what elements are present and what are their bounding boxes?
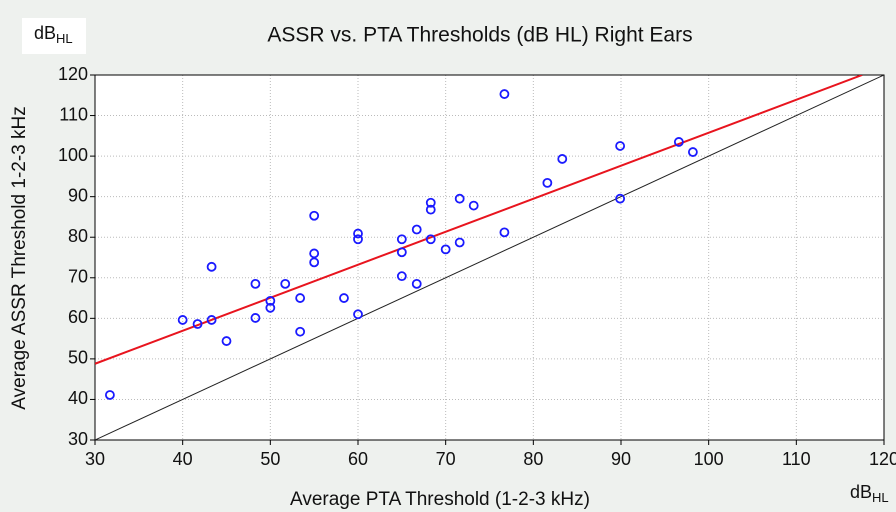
point <box>177 315 188 325</box>
point <box>353 234 363 245</box>
point <box>192 319 203 329</box>
y-unit: dBHL <box>34 23 73 47</box>
point <box>105 390 115 400</box>
y-tick-label: 110 <box>59 104 88 124</box>
unit-sub: HL <box>872 490 889 505</box>
point <box>396 271 407 282</box>
x-tick-label: 120 <box>869 449 896 469</box>
point <box>411 224 422 235</box>
point <box>454 193 465 204</box>
point <box>615 193 626 204</box>
point <box>221 336 232 346</box>
point <box>280 278 291 289</box>
x-tick-label: 80 <box>523 449 543 469</box>
y-axis-label: Average ASSR Threshold 1-2-3 kHz <box>9 106 30 409</box>
point <box>542 177 553 188</box>
point <box>425 204 436 215</box>
y-tick-label: 60 <box>68 307 88 327</box>
point <box>396 234 407 245</box>
point <box>265 302 276 313</box>
point <box>206 315 217 325</box>
y-tick-label: 50 <box>68 348 88 368</box>
y-tick-label: 90 <box>68 185 88 205</box>
point <box>454 237 465 248</box>
point <box>440 244 451 255</box>
point <box>615 141 626 151</box>
point <box>339 293 349 303</box>
point <box>468 200 479 211</box>
x-tick-label: 30 <box>85 449 105 469</box>
y-tick-label: 40 <box>68 388 88 408</box>
y-tick-label: 100 <box>58 145 88 165</box>
point <box>250 278 261 289</box>
point <box>499 89 510 99</box>
point <box>206 261 217 272</box>
y-tick-label: 80 <box>68 226 88 246</box>
unit-base: dB <box>34 23 56 43</box>
x-axis-label: Average PTA Threshold (1-2-3 kHz) <box>290 489 590 510</box>
x-tick-label: 110 <box>782 449 811 469</box>
point <box>353 309 363 320</box>
y-tick-label: 30 <box>68 429 88 449</box>
y-tick-label: 70 <box>68 267 88 287</box>
x-unit: dBHL <box>850 482 889 506</box>
point <box>411 278 422 289</box>
point <box>309 248 320 259</box>
point <box>265 295 276 306</box>
y-tick-label: 120 <box>58 64 88 84</box>
point <box>425 234 436 245</box>
x-tick-label: 90 <box>611 449 631 469</box>
chart-title: ASSR vs. PTA Thresholds (dB HL) Right Ea… <box>267 24 692 47</box>
point <box>295 326 306 337</box>
unit-box <box>22 18 86 54</box>
x-tick-label: 100 <box>694 449 724 469</box>
point <box>309 257 320 268</box>
point <box>353 228 363 239</box>
point <box>309 210 320 221</box>
point <box>499 227 510 238</box>
identity-line <box>95 75 884 440</box>
point <box>250 313 261 323</box>
fit-line <box>95 75 863 365</box>
point <box>295 293 306 303</box>
plot: 30 40 50 60 70 80 90 100 110 120 30 40 50 60 70 80 90 100… <box>58 64 896 469</box>
point <box>673 137 684 147</box>
point <box>557 154 568 164</box>
plot-border <box>94 74 885 441</box>
x-tick-label: 70 <box>436 449 456 469</box>
point <box>396 247 407 258</box>
unit-sub: HL <box>56 31 73 46</box>
x-tick-label: 60 <box>348 449 368 469</box>
x-tick-label: 50 <box>260 449 280 469</box>
point <box>425 197 436 208</box>
x-tick-label: 40 <box>173 449 193 469</box>
unit-base: dB <box>850 482 872 502</box>
point <box>687 147 698 157</box>
